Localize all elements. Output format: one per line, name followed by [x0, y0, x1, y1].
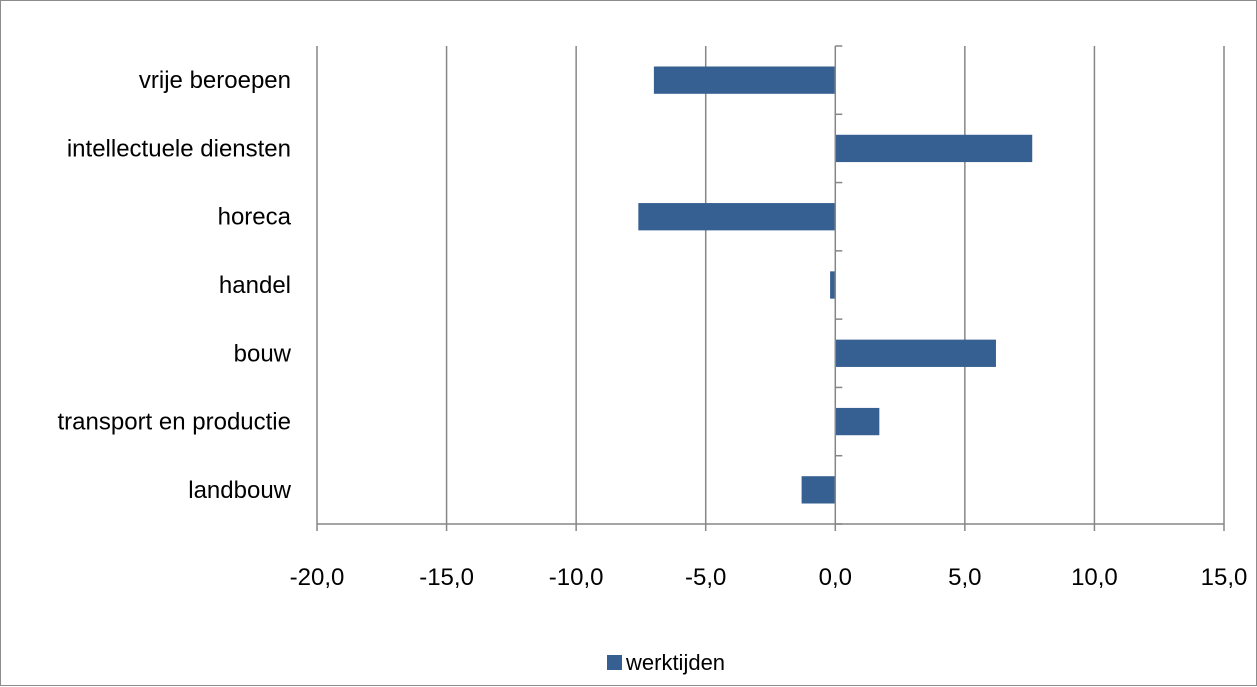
bar-5 [835, 407, 880, 436]
category-label-1: intellectuele diensten [67, 135, 291, 162]
legend-label: werktijden [625, 650, 725, 675]
bar-6 [801, 476, 836, 504]
category-label-4: bouw [234, 340, 292, 367]
bar-1 [835, 134, 1033, 163]
bar-3 [830, 271, 836, 299]
x-tick-label-0: -20,0 [290, 564, 345, 591]
x-tick-label-5: 5,0 [948, 564, 981, 591]
category-label-0: vrije beroepen [139, 67, 291, 94]
legend-swatch [607, 655, 622, 670]
labels: -20,0 -15,0 -10,0 -5,0 0,0 5,0 10,0 15,0 vrije b… [58, 67, 1248, 591]
x-tick-label-1: -15,0 [419, 564, 474, 591]
category-label-6: landbouw [188, 477, 291, 504]
legend: werktijden [607, 650, 725, 675]
bars [638, 66, 1033, 504]
x-tick-label-4: 0,0 [819, 564, 852, 591]
category-label-5: transport en productie [58, 409, 291, 436]
axes [316, 45, 1225, 531]
bar-0 [653, 66, 836, 94]
x-tick-label-6: 10,0 [1071, 564, 1118, 591]
bar-2 [638, 203, 836, 231]
category-label-2: horeca [218, 204, 292, 231]
x-tick-label-7: 15,0 [1201, 564, 1248, 591]
x-tick-label-3: -5,0 [685, 564, 726, 591]
gridlines [316, 46, 1225, 524]
x-tick-label-2: -10,0 [549, 564, 604, 591]
bar-4 [835, 339, 996, 367]
category-label-3: handel [219, 272, 291, 299]
